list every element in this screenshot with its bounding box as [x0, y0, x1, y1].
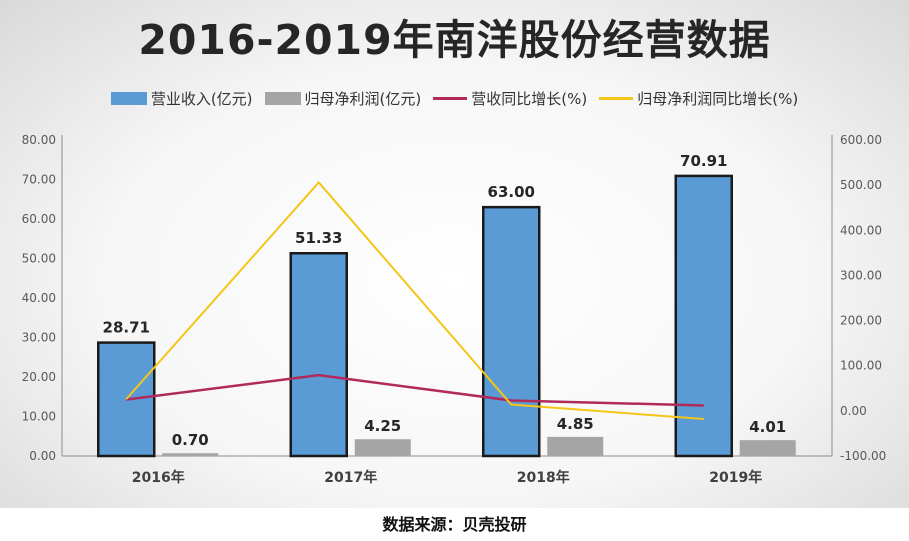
legend-label-revenue: 营业收入(亿元) [150, 90, 253, 108]
y-right-tick-label: 0.00 [840, 404, 867, 418]
bar-profit [739, 440, 796, 456]
y-left-tick-label: 30.00 [22, 331, 56, 345]
data-label-revenue: 70.91 [680, 152, 727, 170]
y-left-tick-label: 80.00 [22, 133, 56, 147]
data-label-profit: 0.70 [172, 431, 209, 449]
chart-title: 2016-2019年南洋股份经营数据 [138, 16, 771, 64]
bar-revenue [674, 174, 733, 458]
bar-revenue [482, 205, 541, 458]
chart-legend: 营业收入(亿元) 归母净利润(亿元) 营收同比增长(%) 归母净利润同比增长(%… [0, 88, 909, 109]
y-left-tick-label: 10.00 [22, 410, 56, 424]
y-left-tick-label: 50.00 [22, 252, 56, 266]
legend-item-revenue-growth: 营收同比增长(%) [433, 88, 587, 109]
legend-label-profit: 归母净利润(亿元) [304, 90, 422, 108]
legend-swatch-revenue-growth [433, 97, 468, 100]
bar-profit [162, 453, 219, 456]
bar-profit [547, 436, 604, 456]
y-left-tick-label: 20.00 [22, 370, 56, 384]
data-label-revenue: 63.00 [488, 183, 535, 201]
line-profit-growth [125, 180, 704, 420]
x-tick-label: 2017年 [324, 469, 377, 486]
x-tick-label: 2019年 [709, 469, 762, 486]
source-note: 数据来源：贝壳投研 [382, 515, 527, 534]
legend-item-profit: 归母净利润(亿元) [264, 88, 422, 109]
legend-label-profit-growth: 归母净利润同比增长(%) [637, 90, 799, 108]
line-revenue-growth [126, 373, 704, 407]
legend-item-revenue: 营业收入(亿元) [110, 88, 253, 109]
data-label-revenue: 28.71 [103, 319, 150, 337]
data-label-revenue: 51.33 [295, 229, 342, 247]
bar-profit [354, 439, 411, 456]
legend-swatch-revenue [110, 92, 147, 105]
y-left-tick-label: 60.00 [22, 212, 56, 226]
legend-swatch-profit [264, 92, 301, 105]
y-left-tick-label: 40.00 [22, 291, 56, 305]
bar-revenue [289, 251, 348, 458]
y-right-tick-label: 600.00 [840, 133, 882, 147]
y-right-tick-label: -100.00 [840, 449, 886, 463]
x-tick-label: 2018年 [517, 469, 570, 486]
data-label-profit: 4.85 [557, 415, 594, 433]
y-right-tick-label: 300.00 [840, 268, 882, 282]
y-right-tick-label: 500.00 [840, 178, 882, 192]
x-tick-label: 2016年 [132, 469, 185, 486]
y-right-tick-label: 200.00 [840, 314, 882, 328]
y-left-tick-label: 0.00 [29, 449, 56, 463]
legend-label-revenue-growth: 营收同比增长(%) [471, 90, 588, 108]
y-left-tick-label: 70.00 [22, 173, 56, 187]
legend-swatch-profit-growth [599, 97, 634, 100]
data-label-profit: 4.01 [749, 418, 786, 436]
y-right-tick-label: 400.00 [840, 223, 882, 237]
y-right-tick-label: 100.00 [840, 359, 882, 373]
legend-item-profit-growth: 归母净利润同比增长(%) [599, 88, 798, 109]
chart-plot: 0.00 10.00 20.00 30.00 40.00 50.00 60.00 70.00 8… [22, 133, 887, 486]
data-label-profit: 4.25 [364, 417, 401, 435]
bar-revenue [97, 341, 156, 458]
